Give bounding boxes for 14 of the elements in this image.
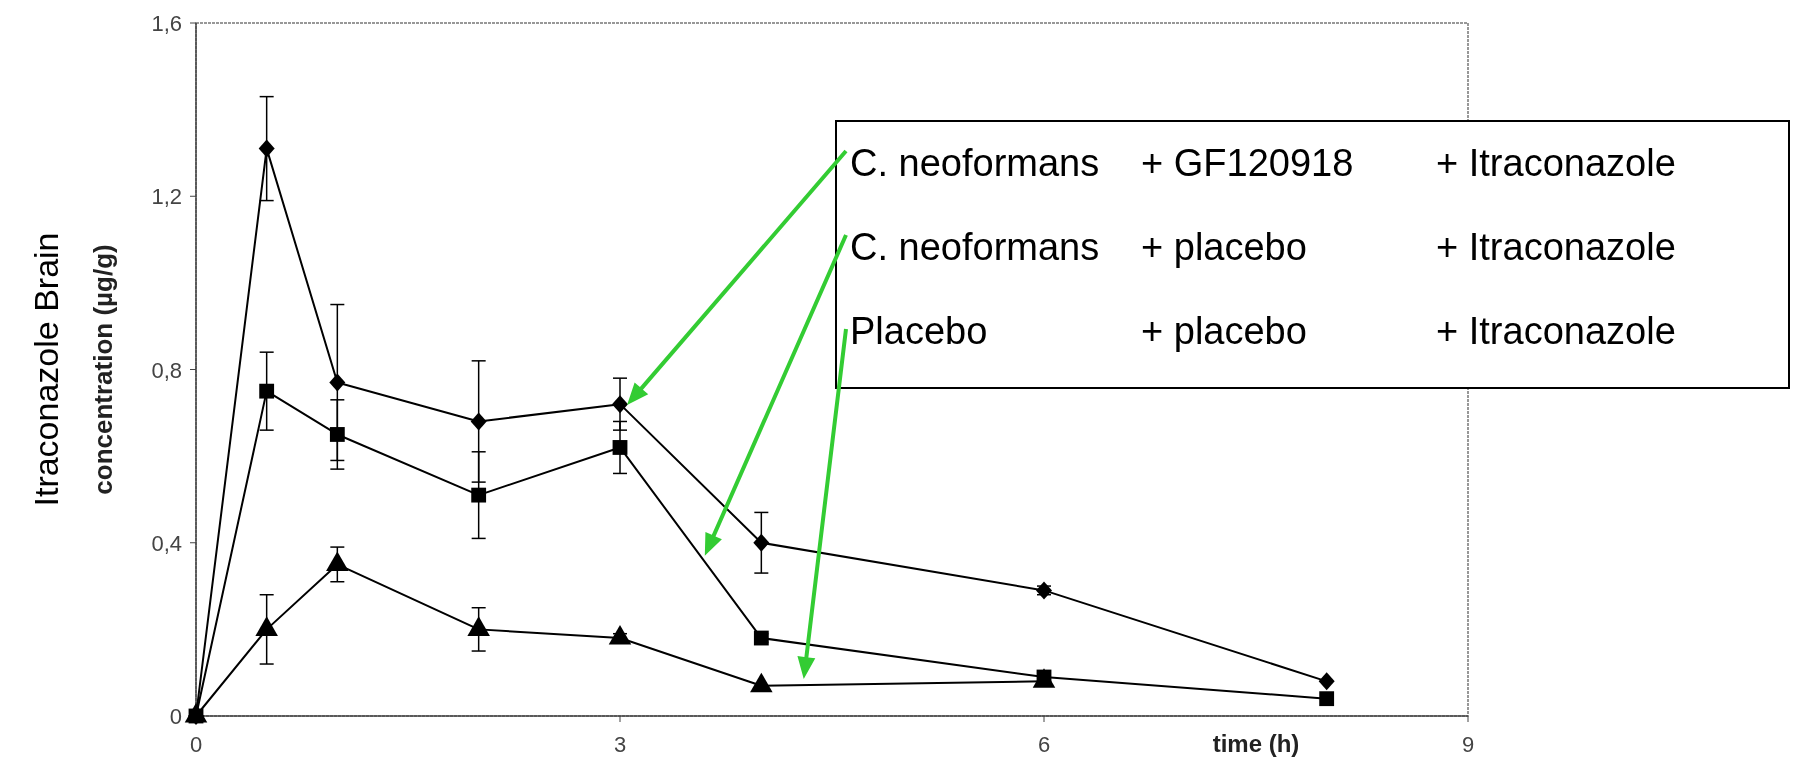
text: Placebo + placebo + Itraconazole bbox=[850, 310, 1676, 352]
x-tick-label: 9 bbox=[1461, 732, 1475, 757]
y-tick-label: 0,4 bbox=[151, 530, 182, 556]
x-tick-label: 0 bbox=[189, 732, 203, 757]
y-tick-label: 0 bbox=[169, 704, 182, 729]
y-tick-label: 0,8 bbox=[151, 357, 182, 383]
x-axis-title: time (h) bbox=[1212, 730, 1300, 757]
x-tick-label: 3 bbox=[613, 732, 627, 757]
x-tick-label: 6 bbox=[1037, 732, 1051, 757]
text: C. neoformans + GF120918 + Itraconazole bbox=[850, 142, 1676, 184]
y-axis-title: Itraconazole Brain concentration (µg/g) bbox=[27, 232, 118, 507]
y-tick-label: 1,6 bbox=[151, 11, 182, 36]
text: C. neoformans + placebo + Itraconazole bbox=[850, 226, 1676, 268]
y-tick-label: 1,2 bbox=[151, 184, 182, 210]
